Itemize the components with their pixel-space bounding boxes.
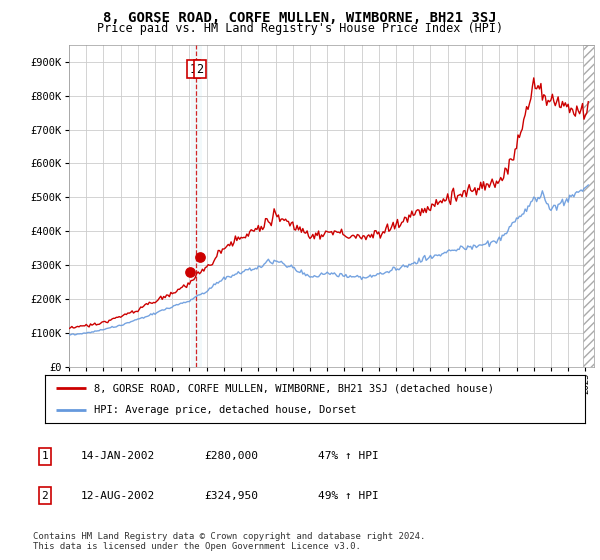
Text: 8, GORSE ROAD, CORFE MULLEN, WIMBORNE, BH21 3SJ (detached house): 8, GORSE ROAD, CORFE MULLEN, WIMBORNE, B… [94,383,494,393]
Text: Price paid vs. HM Land Registry's House Price Index (HPI): Price paid vs. HM Land Registry's House … [97,22,503,35]
Point [196,252,205,261]
Text: 47% ↑ HPI: 47% ↑ HPI [318,451,379,461]
Text: 2: 2 [196,63,203,76]
Text: 49% ↑ HPI: 49% ↑ HPI [318,491,379,501]
Bar [583,45,594,367]
Text: 12-AUG-2002: 12-AUG-2002 [81,491,155,501]
Text: 1: 1 [190,63,197,76]
Text: 14-JAN-2002: 14-JAN-2002 [81,451,155,461]
Point [185,268,195,277]
Text: HPI: Average price, detached house, Dorset: HPI: Average price, detached house, Dors… [94,405,356,415]
Bar [191,45,202,367]
Text: £324,950: £324,950 [204,491,258,501]
Text: Contains HM Land Registry data © Crown copyright and database right 2024.
This d: Contains HM Land Registry data © Crown c… [33,532,425,552]
Text: 1: 1 [41,451,49,461]
Text: £280,000: £280,000 [204,451,258,461]
Text: 2: 2 [41,491,49,501]
Text: 8, GORSE ROAD, CORFE MULLEN, WIMBORNE, BH21 3SJ: 8, GORSE ROAD, CORFE MULLEN, WIMBORNE, B… [103,11,497,25]
